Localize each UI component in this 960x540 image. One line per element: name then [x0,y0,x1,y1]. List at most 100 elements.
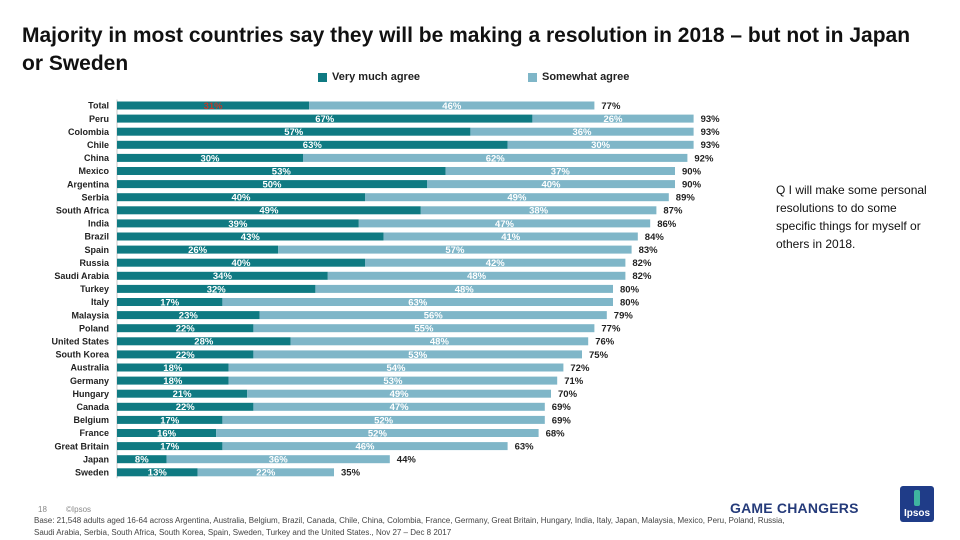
category-label-spain: Spain [84,245,109,255]
data-label-very-much-india: 39% [228,219,248,230]
data-label-very-much-canada: 22% [176,402,196,413]
bar-somewhat-great-britain [222,442,508,451]
bar-somewhat-india [358,219,651,228]
data-label-somewhat-total: 46% [442,101,462,112]
legend-swatch-very-much [318,72,327,82]
bar-somewhat-china [303,153,688,162]
bar-very-much-united-states [117,337,291,346]
data-label-somewhat-poland: 55% [414,324,434,335]
category-label-colombia: Colombia [68,127,110,137]
bar-very-much-poland [117,324,254,333]
bar-somewhat-sweden [197,468,334,477]
bar-somewhat-peru [532,114,694,123]
legend-very-much: Very much agree [318,71,420,83]
category-label-sweden: Sweden [75,468,109,478]
total-label-malaysia: 79% [614,311,634,322]
bar-very-much-argentina [117,180,427,189]
total-label-canada: 69% [552,402,572,413]
bar-very-much-italy [117,298,223,306]
total-label-belgium: 69% [552,415,572,426]
category-label-canada: Canada [76,402,110,412]
data-label-very-much-south-korea: 22% [176,350,196,361]
ipsos-logo-mark-icon [914,490,920,506]
total-label-brazil: 84% [645,232,665,243]
bar-somewhat-belgium [222,415,545,424]
bar-very-much-brazil [117,232,384,241]
base-note: Base: 21,548 adults aged 16-64 across Ar… [34,516,785,537]
bar-somewhat-russia [365,258,626,267]
data-label-very-much-chile: 63% [303,140,323,151]
data-label-somewhat-south-korea: 53% [408,350,428,361]
bar-very-much-saudi-arabia [117,271,328,280]
bar-very-much-south-africa [117,206,421,215]
category-label-india: India [88,219,110,229]
category-label-turkey: Turkey [80,284,109,294]
bar-very-much-australia [117,363,229,372]
data-label-very-much-malaysia: 23% [179,311,199,322]
total-label-chile: 93% [701,140,721,151]
bar-very-much-france [117,429,217,437]
bar-very-much-malaysia [117,311,260,320]
bar-somewhat-brazil [383,232,638,241]
data-label-very-much-peru: 67% [315,114,335,125]
total-label-peru: 93% [701,114,721,125]
category-label-united-states: United States [51,337,109,347]
total-label-argentina: 90% [682,180,702,191]
total-label-hungary: 70% [558,389,578,400]
question-text: Q I will make some personal resolutions … [776,183,927,251]
bar-somewhat-japan [166,455,390,464]
bar-somewhat-hungary [247,389,551,398]
bar-very-much-india [117,219,359,228]
data-label-somewhat-germany: 53% [383,376,403,387]
bar-somewhat-united-states [290,337,589,346]
data-label-somewhat-japan: 36% [269,455,289,466]
bar-somewhat-italy [222,298,613,306]
data-label-somewhat-great-britain: 46% [355,442,375,453]
data-label-somewhat-russia: 42% [486,258,506,269]
bar-very-much-south-korea [117,350,254,359]
category-label-france: France [79,428,109,438]
data-label-somewhat-belgium: 52% [374,415,394,426]
category-label-saudi-arabia: Saudi Arabia [54,271,110,281]
data-label-very-much-spain: 26% [188,245,208,256]
total-label-saudi-arabia: 82% [632,271,652,282]
total-label-china: 92% [694,153,714,164]
data-label-somewhat-chile: 30% [591,140,611,151]
bar-somewhat-serbia [365,193,669,202]
category-label-serbia: Serbia [81,192,110,202]
category-label-south-korea: South Korea [55,350,109,360]
category-label-chile: Chile [87,140,109,150]
category-label-germany: Germany [70,376,109,386]
bar-somewhat-south-africa [420,206,657,215]
bar-somewhat-canada [253,402,545,411]
legend-label-somewhat: Somewhat agree [542,71,630,83]
data-label-somewhat-hungary: 49% [390,389,410,400]
bar-somewhat-spain [278,245,632,254]
legend-somewhat: Somewhat agree [528,71,629,83]
page-number: 18 [38,505,47,514]
data-label-very-much-australia: 18% [163,363,183,374]
category-label-great-britain: Great Britain [54,441,109,451]
data-label-somewhat-serbia: 49% [507,193,527,204]
data-label-somewhat-spain: 57% [445,245,465,256]
category-label-italy: Italy [91,297,109,307]
data-label-very-much-brazil: 43% [241,232,261,243]
bar-very-much-canada [117,402,254,411]
data-label-very-much-china: 30% [200,153,220,164]
total-label-great-britain: 63% [515,442,535,453]
data-label-somewhat-saudi-arabia: 48% [467,271,487,282]
data-label-somewhat-united-states: 48% [430,337,450,348]
category-label-australia: Australia [70,363,110,373]
data-label-very-much-mexico: 53% [272,166,292,177]
bar-somewhat-france [216,429,539,437]
data-label-somewhat-sweden: 22% [256,468,276,479]
data-label-very-much-south-africa: 49% [259,206,279,217]
total-label-south-africa: 87% [663,206,683,217]
category-label-total: Total [88,101,109,111]
bar-somewhat-south-korea [253,350,582,359]
data-label-somewhat-india: 47% [495,219,515,230]
bar-somewhat-saudi-arabia [327,271,626,280]
total-label-colombia: 93% [701,127,721,138]
legend-label-very-much: Very much agree [332,71,421,83]
